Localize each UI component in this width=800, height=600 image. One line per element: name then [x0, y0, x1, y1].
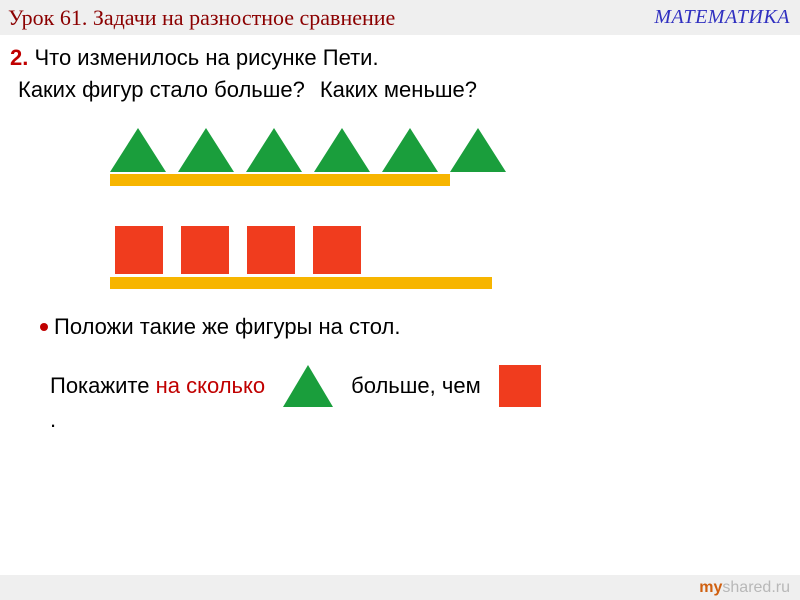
triangle-shape: [382, 128, 438, 172]
square-shape: [181, 226, 229, 274]
square-shape: [247, 226, 295, 274]
task-number: 2.: [10, 45, 28, 70]
comparison-text-3: больше, чем: [351, 373, 481, 399]
square-shape: [115, 226, 163, 274]
period-line: .: [50, 407, 780, 433]
triangle-shape: [110, 128, 166, 172]
triangle-shape: [450, 128, 506, 172]
lesson-title: Урок 61. Задачи на разностное сравнение: [8, 5, 395, 31]
triangle-shape: [246, 128, 302, 172]
header-bar: Урок 61. Задачи на разностное сравнение …: [0, 0, 800, 35]
comparison-line: Покажите на сколько больше, чем: [50, 365, 780, 407]
instruction-line: Положи такие же фигуры на стол.: [40, 314, 780, 340]
task-line: 2. Что изменилось на рисунке Пети.: [10, 45, 780, 71]
question-2: Каких меньше?: [320, 77, 477, 102]
inline-triangle-icon: [283, 365, 333, 407]
question-line: Каких фигур стало больше? Каких меньше?: [18, 77, 780, 103]
inline-square-icon: [499, 365, 541, 407]
figures-area: [110, 128, 780, 289]
watermark-my: my: [699, 579, 722, 596]
task-text: Что изменилось на рисунке Пети.: [28, 45, 378, 70]
bullet-icon: [40, 323, 48, 331]
triangle-shape: [178, 128, 234, 172]
square-shape: [313, 226, 361, 274]
footer-bar: myshared.ru: [0, 575, 800, 600]
question-1: Каких фигур стало больше?: [18, 77, 305, 102]
content-area: 2. Что изменилось на рисунке Пети. Каких…: [0, 35, 800, 433]
instruction-text: Положи такие же фигуры на стол.: [54, 314, 401, 340]
watermark: myshared.ru: [699, 579, 790, 597]
comparison-text-1: Покажите на сколько: [50, 373, 265, 399]
triangle-shape: [314, 128, 370, 172]
square-row: [115, 226, 780, 274]
yellow-bar-2: [110, 277, 492, 289]
watermark-ru: .ru: [771, 579, 790, 596]
watermark-shared: shared: [722, 579, 771, 596]
subject-label: МАТЕМАТИКА: [654, 6, 790, 29]
yellow-bar-1: [110, 174, 450, 186]
triangle-row: [110, 128, 780, 172]
